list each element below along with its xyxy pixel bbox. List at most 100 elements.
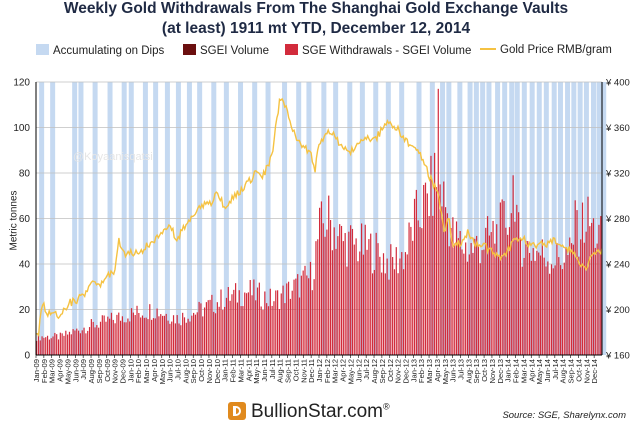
withdrawal-bar [300, 275, 302, 355]
withdrawal-bar [87, 330, 89, 355]
withdrawal-bar [267, 306, 270, 355]
withdrawal-bar [435, 187, 438, 355]
withdrawal-bar [118, 312, 120, 355]
withdrawal-bar [209, 299, 211, 355]
x-tick-label: Dec-12 [401, 359, 410, 383]
x-tick-label: Aug-10 [181, 359, 190, 384]
legend-accumulating: Accumulating on Dips [36, 44, 164, 57]
x-tick-label: Aug-09 [87, 359, 96, 384]
withdrawal-bar [174, 323, 176, 355]
withdrawal-bar [125, 322, 127, 355]
withdrawal-bar [151, 319, 153, 355]
withdrawal-bar [518, 212, 520, 355]
x-tick-label: Apr-10 [150, 359, 159, 382]
withdrawal-bar [554, 265, 556, 355]
withdrawal-bar [275, 290, 277, 355]
withdrawal-bar [465, 242, 467, 355]
withdrawal-bar [333, 227, 335, 355]
withdrawal-bar [550, 264, 553, 355]
withdrawal-bar [402, 269, 405, 355]
withdrawal-bar [552, 268, 554, 355]
withdrawal-bar [419, 227, 421, 355]
y-tick-label: 20 [19, 305, 31, 316]
x-tick-label: Feb-14 [512, 359, 521, 383]
withdrawal-bar [255, 300, 257, 355]
x-tick-label: May-10 [158, 359, 167, 384]
withdrawal-bar [92, 321, 94, 355]
x-tick-label: Jan-12 [315, 359, 324, 382]
y2-tick-label: ¥ 160 [605, 351, 630, 362]
withdrawal-bar [269, 288, 271, 355]
withdrawal-bar [393, 269, 396, 355]
y2-tick-label: ¥ 400 [605, 78, 630, 89]
withdrawal-bar [56, 334, 58, 355]
withdrawal-bar [472, 252, 474, 355]
withdrawal-bar [486, 216, 489, 355]
x-tick-label: Jul-09 [79, 359, 88, 380]
withdrawal-bar [134, 315, 136, 355]
withdrawal-bar [163, 315, 166, 355]
withdrawal-bar [187, 318, 189, 355]
legend-swatch-accumulating [36, 44, 49, 55]
withdrawal-bar [317, 239, 319, 355]
withdrawal-bar [262, 309, 264, 355]
withdrawal-bar [57, 339, 60, 355]
withdrawal-bar [371, 273, 374, 355]
withdrawal-bar [37, 333, 40, 355]
x-tick-label: Sep-10 [189, 359, 198, 384]
legend-label-sgei: SGEI Volume [200, 45, 270, 57]
withdrawal-bar [382, 253, 385, 355]
withdrawal-bar [160, 314, 162, 355]
withdrawal-bar [77, 330, 80, 355]
withdrawal-bar [176, 315, 178, 355]
withdrawal-bar [72, 329, 74, 355]
withdrawal-bar [399, 258, 401, 355]
withdrawal-bar [244, 292, 246, 355]
bullionstar-logo: BullionStar.com® [228, 401, 390, 423]
withdrawal-bar [304, 265, 306, 355]
withdrawal-bar [326, 229, 328, 355]
withdrawal-bar [344, 233, 346, 355]
withdrawal-bar [189, 321, 191, 355]
withdrawal-bar [401, 252, 403, 355]
withdrawal-bar [185, 322, 187, 355]
withdrawal-bar [439, 184, 441, 355]
withdrawal-bar [59, 332, 61, 355]
withdrawal-bar [364, 224, 366, 355]
withdrawal-bar [63, 335, 65, 355]
withdrawal-bar [538, 252, 540, 355]
withdrawal-bar [182, 312, 184, 355]
x-tick-label: Sep-09 [95, 359, 104, 384]
withdrawal-bar [591, 222, 593, 355]
withdrawal-bar [249, 279, 251, 355]
withdrawal-bar [273, 301, 275, 355]
legend-label-withdrawals: SGE Withdrawals - SGEI Volume [302, 45, 472, 57]
logo-text: BullionStar.com [251, 401, 384, 422]
withdrawal-bar [534, 260, 536, 355]
x-tick-label: Dec-13 [496, 359, 505, 383]
withdrawal-bar [99, 321, 102, 355]
withdrawal-bar [329, 220, 332, 355]
withdrawal-bar [519, 239, 522, 355]
withdrawal-bar [306, 275, 308, 355]
legend-withdrawals: SGE Withdrawals - SGEI Volume [285, 44, 471, 57]
withdrawal-bar [373, 269, 375, 355]
withdrawal-bar [470, 243, 472, 355]
x-tick-label: Nov-11 [299, 359, 308, 383]
x-tick-label: Mar-14 [519, 359, 528, 383]
withdrawal-bar [191, 315, 193, 355]
withdrawal-bar [258, 282, 260, 355]
withdrawal-bar [96, 325, 98, 355]
withdrawal-bar [52, 336, 54, 355]
withdrawal-bar [543, 257, 545, 355]
withdrawal-bar [512, 175, 514, 355]
withdrawal-bar [158, 316, 160, 355]
withdrawal-bar [309, 261, 312, 355]
x-tick-label: Jul-14 [551, 359, 560, 380]
withdrawal-bar [313, 279, 315, 355]
bullionstar-logo-icon [228, 402, 246, 420]
withdrawal-bar [355, 238, 357, 355]
withdrawal-bar [476, 235, 478, 355]
withdrawal-bar [109, 318, 111, 355]
withdrawal-bar [560, 265, 562, 355]
